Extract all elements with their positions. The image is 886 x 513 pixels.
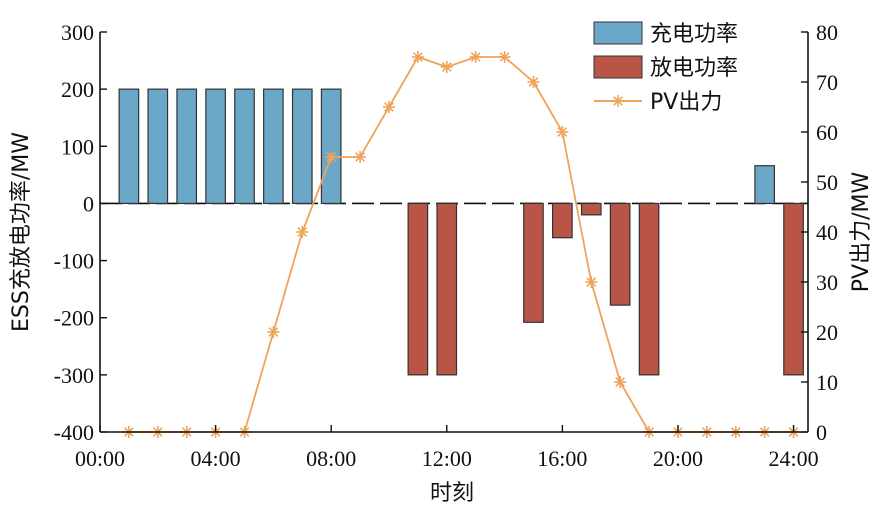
- charge-bar-4: [205, 88, 226, 205]
- charge-bar-6: [263, 88, 284, 205]
- y-right-tick-label: 60: [816, 120, 838, 145]
- y-right-tick-label: 10: [816, 370, 838, 395]
- discharge-bar-11: [407, 202, 429, 376]
- legend-label-discharge: 放电功率: [650, 56, 738, 81]
- y-left-tick-label: 200: [61, 77, 94, 102]
- legend-label-pv: PV出力: [650, 90, 722, 115]
- charge-bar-3: [176, 88, 198, 205]
- y-left-tick-label: 0: [83, 191, 94, 216]
- y-left-tick-label: 100: [61, 134, 94, 159]
- pv-point-18: [614, 376, 627, 388]
- legend: 充电功率 放电功率 PV出力: [584, 12, 778, 118]
- pv-point-6: [267, 326, 280, 338]
- discharge-bar-12: [436, 202, 458, 376]
- pv-point-11: [411, 51, 424, 63]
- pv-point-13: [469, 51, 482, 63]
- axes-group: 3002001000-100-200-300-40080706050403020…: [54, 20, 838, 471]
- y-left-tick-label: 300: [61, 20, 94, 45]
- pv-point-9: [354, 151, 367, 163]
- charge-bar-8: [320, 88, 342, 205]
- charge-bar-2: [147, 88, 169, 205]
- x-axis-title: 时刻: [430, 481, 474, 506]
- y-right-tick-label: 50: [816, 170, 838, 195]
- discharge-bar-18: [609, 202, 631, 306]
- x-tick-label: 08:00: [306, 446, 356, 471]
- y-left-axis-title: ESS充放电功率/MW: [9, 132, 34, 332]
- discharge-bar-15: [523, 202, 544, 323]
- discharge-bar-16: [552, 202, 573, 239]
- pv-point-14: [498, 51, 511, 63]
- x-tick-label: 12:00: [422, 446, 472, 471]
- y-left-tick-label: -300: [54, 363, 94, 388]
- x-tick-label: 24:00: [768, 446, 818, 471]
- charge-bar-23: [754, 165, 776, 205]
- y-right-tick-label: 70: [816, 70, 838, 95]
- legend-swatch-charge: [593, 21, 643, 45]
- charge-bar-5: [234, 88, 255, 205]
- y-right-axis-title: PV出力/MW: [849, 172, 874, 293]
- y-left-tick-label: -200: [54, 306, 94, 331]
- pv-point-15: [527, 76, 540, 88]
- pv-point-17: [585, 276, 598, 288]
- legend-pv-marker-icon: [612, 95, 624, 107]
- y-right-tick-label: 0: [816, 420, 827, 445]
- pv-point-12: [440, 61, 453, 73]
- y-right-tick-label: 40: [816, 220, 838, 245]
- discharge-bar-24: [783, 202, 804, 376]
- discharge-bar-17: [580, 202, 602, 216]
- pv-point-16: [556, 126, 569, 138]
- legend-swatch-discharge: [593, 55, 643, 79]
- bars-group: [118, 88, 804, 376]
- y-left-tick-label: -100: [54, 249, 94, 274]
- x-tick-label: 00:00: [75, 446, 125, 471]
- x-tick-label: 20:00: [653, 446, 703, 471]
- y-right-tick-label: 20: [816, 320, 838, 345]
- discharge-bar-19: [638, 202, 660, 376]
- y-right-tick-label: 30: [816, 270, 838, 295]
- legend-label-charge: 充电功率: [650, 22, 738, 47]
- legend-pv-asterisk: [612, 95, 624, 107]
- charge-bar-7: [291, 88, 313, 205]
- y-left-tick-label: -400: [54, 420, 94, 445]
- pv-point-7: [296, 226, 309, 238]
- charge-bar-1: [118, 88, 140, 205]
- x-tick-label: 16:00: [537, 446, 587, 471]
- pv-point-10: [382, 101, 395, 113]
- y-right-tick-label: 80: [816, 20, 838, 45]
- pv-point-8: [325, 151, 338, 163]
- x-tick-label: 04:00: [191, 446, 241, 471]
